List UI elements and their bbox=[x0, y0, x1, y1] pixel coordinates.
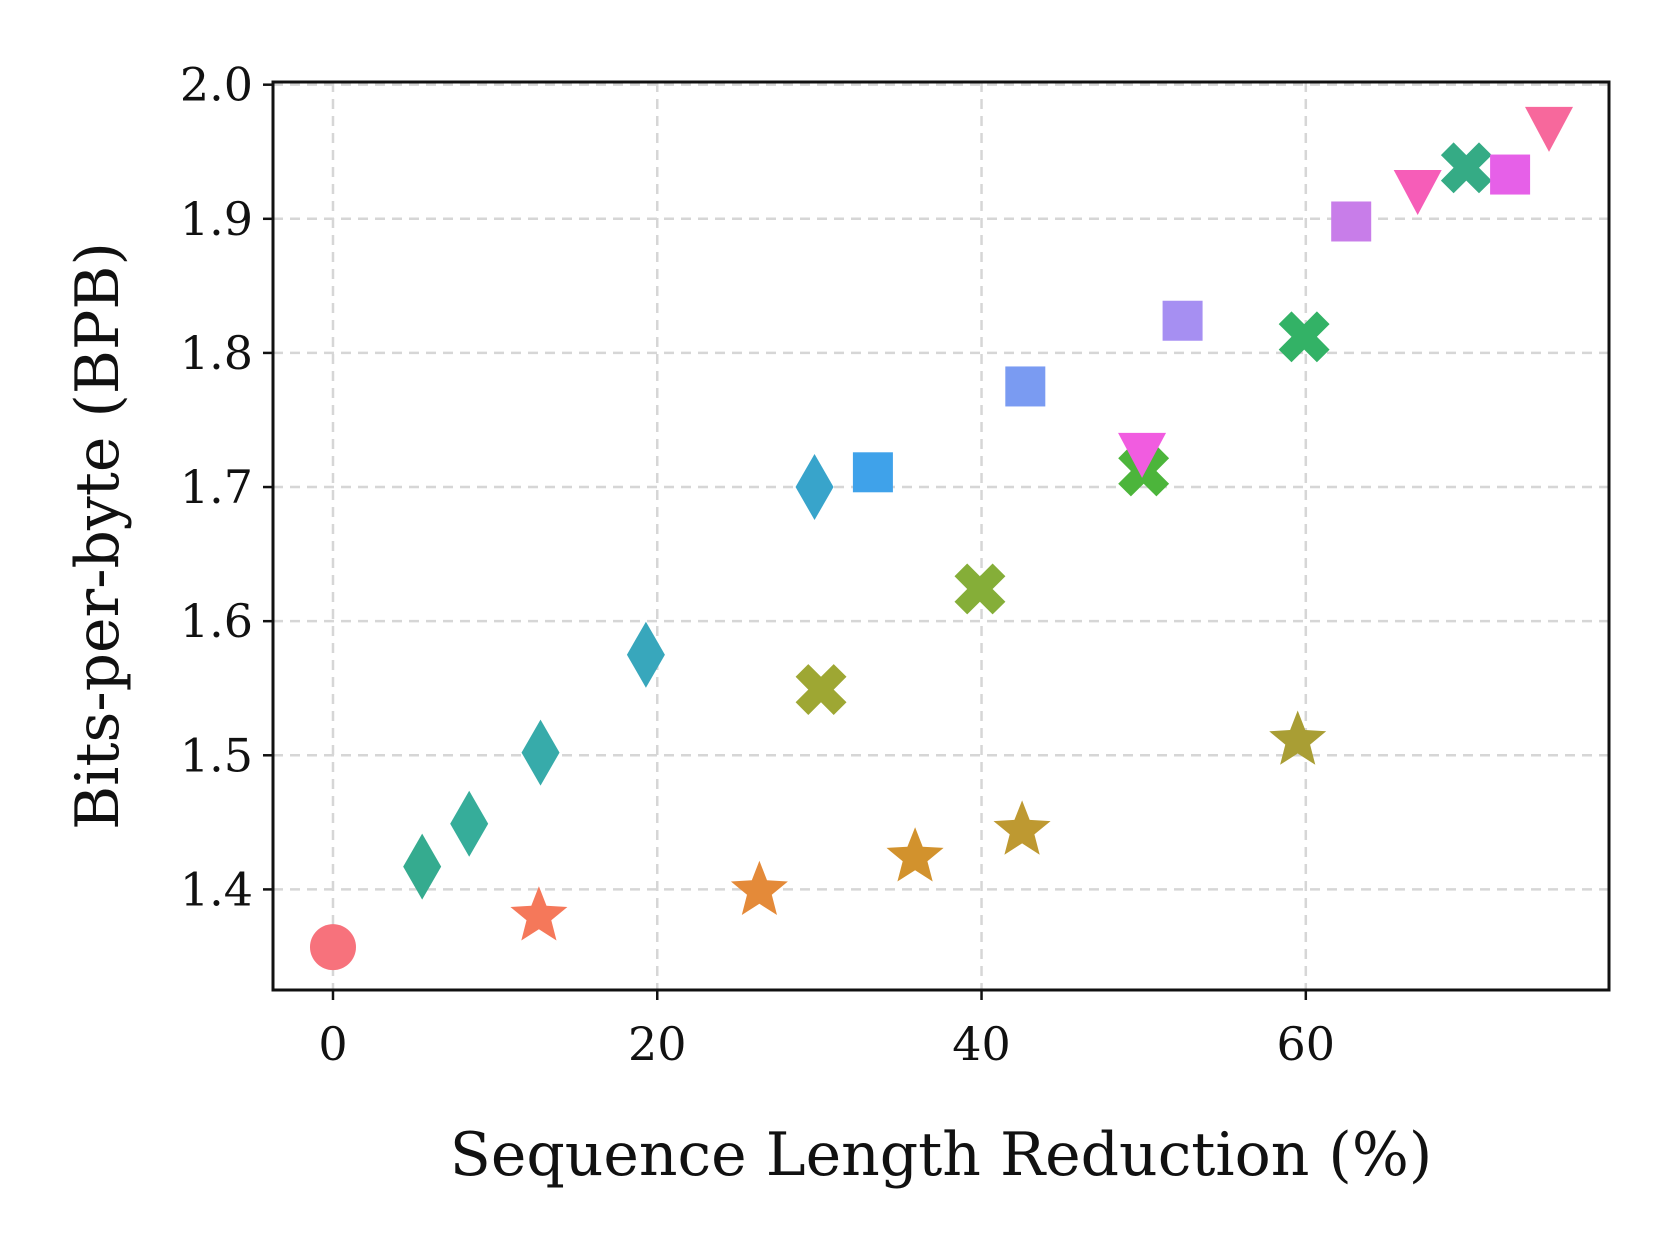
point-square bbox=[1331, 201, 1372, 242]
y-tick-label: 1.9 bbox=[180, 192, 253, 246]
data-points bbox=[309, 106, 1574, 971]
y-tick-label: 1.8 bbox=[180, 326, 253, 380]
x-tick-label: 20 bbox=[628, 1017, 687, 1071]
y-tick-label: 1.4 bbox=[180, 862, 253, 916]
point-x bbox=[795, 664, 847, 715]
point-star bbox=[730, 860, 788, 915]
y-tick-label: 1.7 bbox=[180, 460, 253, 514]
point-circle bbox=[309, 924, 356, 971]
y-tick-label: 1.5 bbox=[180, 728, 253, 782]
point-star bbox=[510, 886, 568, 941]
point-diamond bbox=[795, 454, 834, 521]
point-square bbox=[852, 452, 893, 493]
point-square bbox=[1005, 366, 1046, 407]
point-square bbox=[1162, 300, 1203, 341]
x-tick-label: 40 bbox=[952, 1017, 1011, 1071]
x-axis-ticks: 0 20 40 60 bbox=[318, 990, 1335, 1071]
point-triangle_down bbox=[1118, 432, 1167, 478]
point-triangle_down bbox=[1393, 169, 1442, 215]
point-star bbox=[886, 827, 944, 882]
point-star bbox=[993, 800, 1051, 855]
point-x bbox=[1440, 142, 1492, 194]
point-diamond bbox=[521, 719, 560, 786]
point-diamond bbox=[403, 833, 442, 900]
point-star bbox=[1269, 710, 1327, 765]
point-square bbox=[1490, 154, 1531, 195]
point-diamond bbox=[450, 790, 489, 857]
y-tick-label: 1.6 bbox=[180, 594, 253, 648]
point-diamond bbox=[626, 621, 665, 688]
x-tick-label: 60 bbox=[1277, 1017, 1336, 1071]
grid bbox=[273, 82, 1609, 990]
point-x bbox=[1278, 311, 1330, 363]
x-tick-label: 0 bbox=[318, 1017, 347, 1071]
x-axis-label: Sequence Length Reduction (%) bbox=[450, 1120, 1433, 1190]
plot-frame bbox=[271, 80, 1611, 992]
y-axis-label: Bits-per-byte (BPB) bbox=[63, 242, 133, 830]
point-x bbox=[954, 563, 1006, 615]
y-tick-label: 2.0 bbox=[180, 58, 253, 112]
y-axis-ticks: 1.4 1.5 1.6 1.7 1.8 1.9 2.0 bbox=[180, 58, 273, 916]
point-triangle_down bbox=[1525, 106, 1574, 152]
